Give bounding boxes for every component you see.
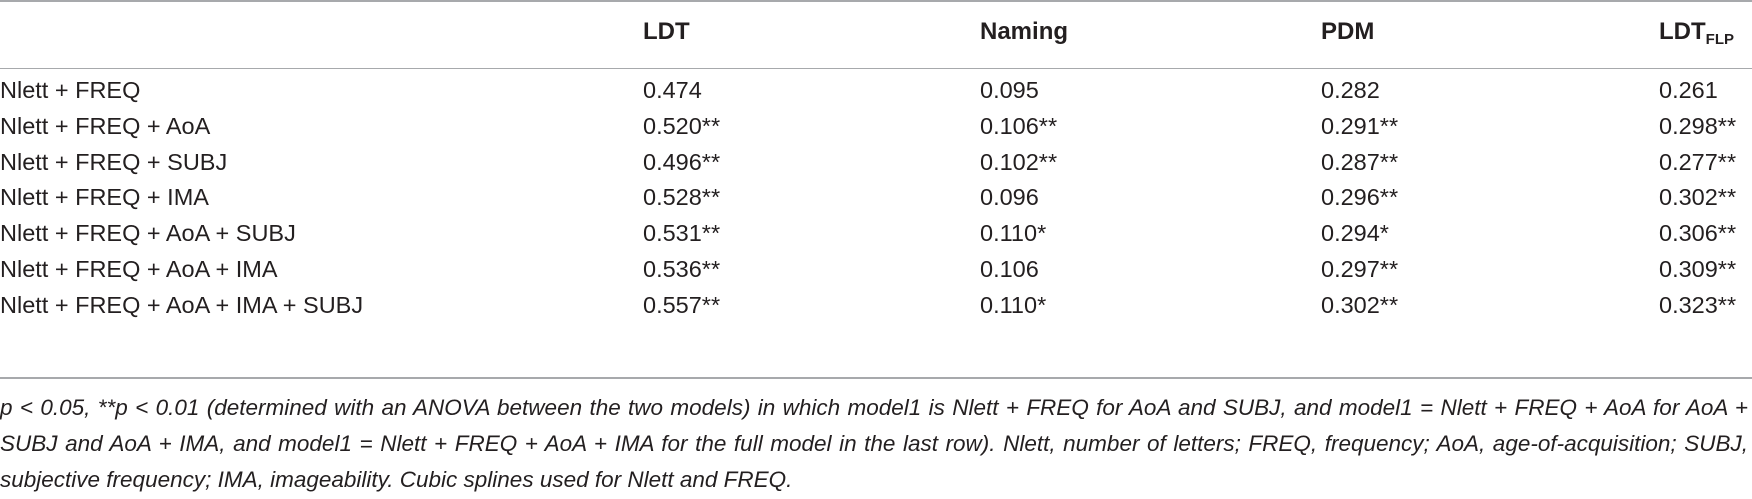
- cell-naming: 0.106: [980, 256, 1039, 282]
- row-model: Nlett + FREQ + AoA + SUBJ: [0, 220, 296, 247]
- row-model: Nlett + FREQ + AoA: [0, 112, 211, 139]
- cell-pdm: 0.296**: [1321, 184, 1399, 211]
- table-row: Nlett + FREQ + IMA 0.528** 0.096 0.296** 0.3…: [0, 184, 1752, 224]
- cell-naming: 0.095: [980, 77, 1039, 103]
- table-row: Nlett + FREQ + AoA + IMA 0.536** 0.106 0.29…: [0, 256, 1752, 296]
- header-rule: [0, 68, 1752, 69]
- table-row: Nlett + FREQ 0.474 0.095 0.282 0.261: [0, 77, 1752, 117]
- cell-ldt: 0.557**: [643, 291, 721, 318]
- row-model: Nlett + FREQ + SUBJ: [0, 148, 228, 175]
- header-ldt-flp: LDTFLP: [1659, 18, 1734, 48]
- cell-ldt: 0.528**: [643, 184, 721, 211]
- table-footnote: p < 0.05, **p < 0.01 (determined with an…: [0, 395, 1748, 492]
- header-ldt: LDT: [643, 18, 690, 45]
- cell-pdm: 0.282: [1321, 77, 1380, 103]
- cell-ldt: 0.496**: [643, 148, 721, 175]
- cell-pdm: 0.297**: [1321, 256, 1399, 282]
- cell-ldt: 0.531**: [643, 220, 721, 247]
- cell-pdm: 0.291**: [1321, 112, 1399, 139]
- bottom-rule: [0, 377, 1752, 379]
- cell-naming: 0.102**: [980, 148, 1058, 175]
- row-model: Nlett + FREQ + AoA + IMA: [0, 256, 278, 282]
- row-model: Nlett + FREQ + IMA: [0, 184, 209, 211]
- cell-naming: 0.110*: [980, 291, 1047, 318]
- cell-pdm: 0.294*: [1321, 220, 1389, 247]
- table-row: Nlett + FREQ + SUBJ 0.496** 0.102** 0.287**…: [0, 149, 1752, 189]
- cell-pdm: 0.302**: [1321, 291, 1399, 318]
- top-rule: [0, 0, 1752, 2]
- cell-ldt-flp: 0.277**: [1659, 148, 1737, 175]
- table-row: Nlett + FREQ + AoA + IMA + SUBJ 0.557** 0.…: [0, 292, 1752, 332]
- cell-ldt-flp: 0.323**: [1659, 291, 1737, 318]
- header-naming: Naming: [980, 18, 1069, 45]
- cell-ldt: 0.520**: [643, 112, 721, 139]
- header-ldt-flp-subscript: FLP: [1705, 31, 1734, 48]
- table-row: Nlett + FREQ + AoA + SUBJ 0.531** 0.110* 0.…: [0, 220, 1752, 260]
- cell-naming: 0.106**: [980, 112, 1058, 139]
- table-row: Nlett + FREQ + AoA 0.520** 0.106** 0.291** 0…: [0, 113, 1752, 153]
- cell-ldt-flp: 0.309**: [1659, 256, 1737, 282]
- cell-ldt: 0.474: [643, 77, 702, 103]
- cell-ldt-flp: 0.298**: [1659, 112, 1737, 139]
- row-model: Nlett + FREQ: [0, 77, 141, 103]
- cell-naming: 0.096: [980, 184, 1039, 211]
- cell-pdm: 0.287**: [1321, 148, 1399, 175]
- cell-ldt-flp: 0.261: [1659, 77, 1718, 103]
- cell-naming: 0.110*: [980, 220, 1047, 247]
- cell-ldt: 0.536**: [643, 256, 721, 282]
- header-pdm: PDM: [1321, 18, 1375, 45]
- row-model: Nlett + FREQ + AoA + IMA + SUBJ: [0, 291, 364, 318]
- cell-ldt-flp: 0.306**: [1659, 220, 1737, 247]
- cell-ldt-flp: 0.302**: [1659, 184, 1737, 211]
